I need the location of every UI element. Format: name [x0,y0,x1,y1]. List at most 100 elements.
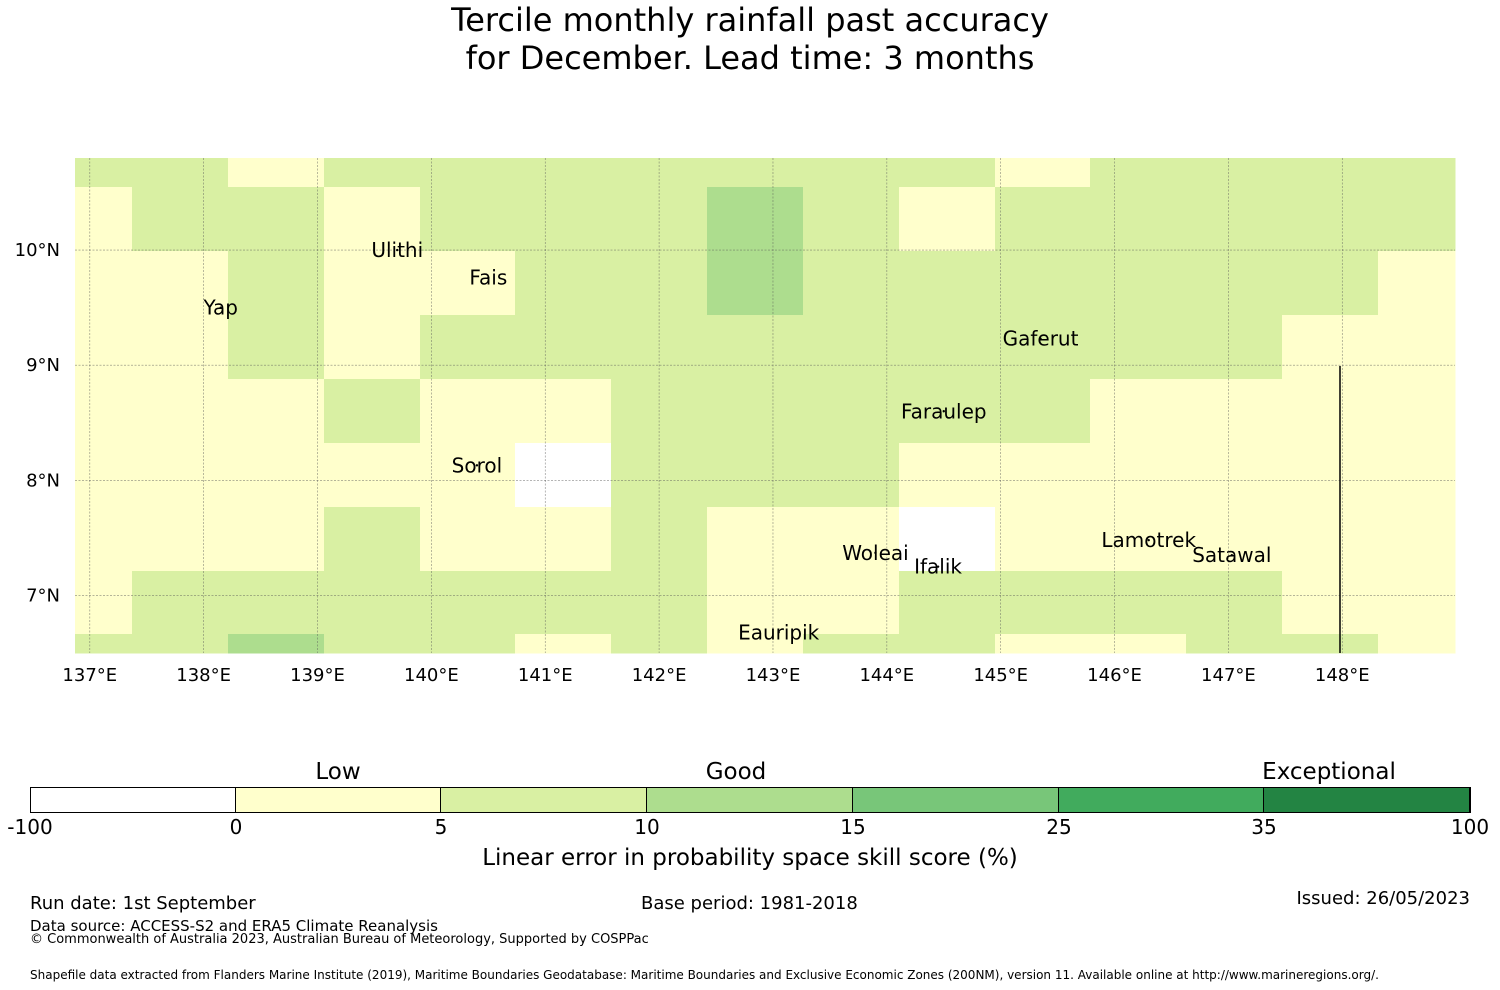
colorbar-tick-label: 15 [840,815,866,839]
grid-cell [420,315,516,380]
grid-cell [1090,443,1187,508]
grid-cell [899,634,996,654]
grid-cell [420,251,516,316]
grid-cell [132,507,229,572]
grid-cell [228,443,325,508]
grid-cell [611,251,708,316]
copyright-notice: © Commonwealth of Australia 2023, Austra… [30,932,649,947]
grid-cell [1186,507,1283,572]
grid-cell [1186,251,1283,316]
grid-cell [899,315,996,380]
grid-cell [515,251,612,316]
grid-cell [515,571,612,635]
island-marker [487,276,490,279]
island-label: Satawal [1192,543,1271,567]
colorbar-tick-label: 0 [229,815,243,839]
island-label: Woleai [842,541,909,565]
grid-cell [803,315,900,380]
grid-cell [228,315,325,380]
grid-cell [228,158,325,188]
grid-cell [1378,158,1456,188]
grid-cell [132,251,229,316]
grid-cell [1090,379,1187,444]
grid-cell [324,315,421,380]
grid-cell [707,187,804,252]
grid-cell [1090,571,1187,635]
grid-cell [420,571,516,635]
grid-cell [324,571,421,635]
grid-cell [1378,634,1456,654]
grid-cell [1186,187,1283,252]
chart-title-line-1: Tercile monthly rainfall past accuracy [451,1,1049,39]
grid-cell [132,187,229,252]
grid-cell [1282,571,1379,635]
grid-cell [803,507,900,572]
colorbar-axis-label: Linear error in probability space skill … [482,845,1018,871]
island-label: Yap [203,296,238,320]
island-label: Ulithi [371,238,423,262]
latitude-tick-label: 7°N [26,585,60,606]
chart-title-line-2: for December. Lead time: 3 months [465,39,1035,77]
colorbar-tick-label: 25 [1046,815,1072,839]
grid-cell [420,187,516,252]
grid-cell [515,158,612,188]
longitude-tick-label: 146°E [1087,665,1142,686]
grid-cell [803,251,900,316]
grid-cell [899,571,996,635]
grid-cell [1282,251,1379,316]
run-date: Run date: 1st September [30,893,256,914]
colorbar-segment [1264,787,1470,812]
colorbar-segment [236,787,441,812]
grid-cell [515,315,612,380]
grid-cell [899,507,996,572]
grid-cell [228,379,325,444]
grid-cell [995,443,1091,508]
colorbar-tick-label: 100 [1450,815,1490,839]
grid-cell [1282,507,1379,572]
grid-cell [132,634,229,654]
colorbar-tick-label: 35 [1251,815,1277,839]
longitude-labels: 137°E 138°E 139°E 140°E 141°E 142°E 143°E 144°E… [62,665,1369,686]
grid-cell [515,634,612,654]
grid-cell [1186,379,1283,444]
base-period: Base period: 1981-2018 [641,893,858,914]
island-label: Eauripik [738,620,820,644]
grid-cell [1090,634,1187,654]
grid-cell [515,187,612,252]
island-marker [1039,337,1042,340]
colorbar-segment [853,787,1059,812]
grid-cell [995,507,1091,572]
grid-cell [899,443,996,508]
grid-cell [707,571,804,635]
grid-cell [899,187,996,252]
grid-cell [420,379,516,444]
grid-cell [803,158,900,188]
grid-cell [228,507,325,572]
grid-cell [1090,187,1187,252]
grid-cell [1090,158,1187,188]
colorbar-segment [1059,787,1264,812]
island-marker [777,631,780,634]
grid-cell [1378,571,1456,635]
category-exceptional-label: Exceptional [1262,759,1396,785]
grid-cell [899,251,996,316]
grid-cell [420,634,516,654]
grid-cell [1090,251,1187,316]
latitude-tick-label: 9°N [26,355,60,376]
grid-cell [228,634,325,654]
grid-cell [75,379,133,444]
island-marker [1230,553,1234,557]
grid-cell [324,507,421,572]
grid-cell [132,315,229,380]
longitude-tick-label: 143°E [746,665,801,686]
grid-cell [1186,571,1283,635]
island-marker [396,248,399,252]
grid-cell [803,187,900,252]
island-label: Sorol [452,453,503,477]
grid-cell [1378,187,1456,252]
issued-date: Issued: 26/05/2023 [1296,888,1470,909]
grid-cell [75,315,133,380]
grid-cell [75,634,133,654]
longitude-tick-label: 140°E [404,665,459,686]
grid-cells [75,158,1456,654]
